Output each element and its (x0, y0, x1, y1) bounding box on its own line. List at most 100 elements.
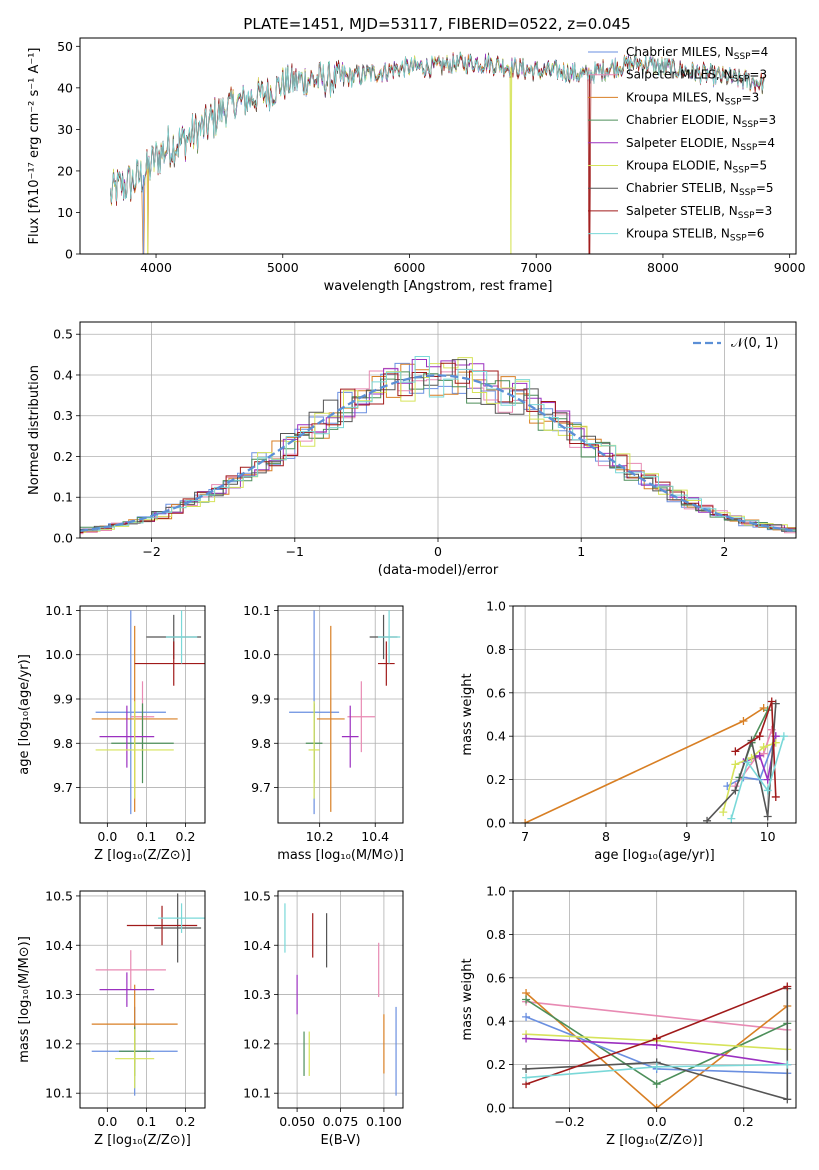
weight_vs_age-xtick-label: 10 (760, 829, 776, 844)
legend-label-sub: SSP (742, 120, 759, 130)
weight-marker (522, 1073, 531, 1082)
residuals-xtick-label: 0 (434, 544, 442, 559)
weight-marker (731, 747, 740, 756)
weight_vs_Z-xtick-label: 0.0 (647, 1114, 667, 1129)
age_vs_Z-ytick-label: 9.7 (53, 780, 73, 795)
age_vs_Z-xtick-label: 0.2 (176, 829, 196, 844)
mass_vs_Z-ytick-label: 10.4 (45, 938, 73, 953)
weight-marker (743, 758, 752, 767)
weight-marker (703, 816, 712, 823)
weight_vs_age-ytick-label: 1.0 (486, 599, 506, 614)
age_vs_Z-xtick-label: 0.1 (136, 829, 156, 844)
weight-marker (652, 1062, 661, 1071)
weight-marker (652, 1104, 661, 1108)
age_vs_mass-xtick-label: 10.2 (306, 829, 334, 844)
spectrum-ytick-label: 20 (57, 163, 73, 178)
age_vs_Z-ytick-label: 9.9 (53, 692, 73, 707)
legend-label-tail: =3 (749, 68, 767, 82)
weight-marker (759, 703, 768, 712)
mass_vs_Z-ytick-label: 10.2 (45, 1036, 73, 1051)
weight-marker (522, 1034, 531, 1043)
residuals-xtick-label: −2 (142, 544, 160, 559)
gaussian-curve (80, 374, 796, 533)
legend-label-tail: =5 (749, 159, 767, 173)
mass_vs_Z-ylabel: mass [log₁₀(M/M⊙)] (17, 936, 32, 1063)
histogram-line (80, 359, 796, 534)
weight-marker (747, 753, 756, 762)
legend-label: Kroupa MILES, NSSP=3 (626, 90, 759, 107)
weight_vs_age-ytick-label: 0.6 (486, 685, 506, 700)
legend-label-tail: =3 (755, 204, 773, 218)
weight-marker (522, 1064, 531, 1073)
weight_vs_age-ylabel: mass weight (460, 673, 475, 755)
age_vs_mass-plot-area (289, 610, 401, 815)
spectrum-xtick-label: 9000 (774, 260, 806, 275)
legend-label-tail: =3 (758, 113, 776, 127)
mass_vs_ebv-ytick-label: 10.2 (243, 1036, 271, 1051)
mass_vs_ebv-ytick-label: 10.3 (243, 987, 271, 1002)
legend-label-tail: =4 (751, 45, 769, 59)
residuals-ylabel: Normed distribution (27, 365, 42, 495)
weight_vs_Z-frame (512, 890, 797, 1109)
weight-marker (731, 760, 740, 769)
residuals-plot-area (80, 356, 796, 535)
weight-marker (783, 1095, 792, 1104)
weight_vs_age-xlabel: age [log₁₀(age/yr)] (594, 848, 715, 863)
weight-line (526, 988, 789, 1101)
mass_vs_ebv-plot-area (284, 903, 397, 1096)
weight_vs_age-plot-area (521, 697, 788, 823)
legend-label-sub: SSP (734, 52, 751, 62)
residuals-ytick-label: 0.0 (53, 531, 73, 546)
legend-label: Salpeter STELIB, NSSP=3 (626, 204, 772, 221)
weight-marker (771, 699, 780, 708)
spectrum-ytick-label: 30 (57, 122, 73, 137)
legend-label-sub: SSP (740, 143, 757, 153)
legend-label-text: Chabrier ELODIE, N (626, 113, 742, 127)
spectrum-ytick-label: 50 (57, 39, 73, 54)
legend-label-tail: =6 (747, 227, 765, 241)
weight-marker (719, 808, 728, 817)
weight-marker (731, 786, 740, 795)
mass_vs_Z-frame (79, 890, 206, 1109)
weight_vs_age-xtick-label: 9 (683, 829, 691, 844)
mass_vs_Z-plot-area (91, 893, 205, 1096)
weight-marker (763, 786, 772, 795)
weight_vs_Z-plot-area (522, 982, 792, 1108)
weight_vs_Z-ytick-label: 0.2 (486, 1057, 506, 1072)
age_vs_mass-ytick-label: 9.8 (251, 736, 271, 751)
legend-label-text: Kroupa ELODIE, N (626, 159, 733, 173)
figure-title: PLATE=1451, MJD=53117, FIBERID=0522, z=0… (243, 15, 630, 33)
spectrum-frame (79, 37, 797, 255)
weight-marker (521, 819, 530, 823)
residuals-ytick-label: 0.2 (53, 449, 73, 464)
weight-marker (783, 1060, 792, 1069)
weight_vs_age-ytick-label: 0.8 (486, 642, 506, 657)
residuals-xtick-label: 2 (720, 544, 728, 559)
weight-marker (779, 732, 788, 741)
spectrum-ytick-label: 0 (65, 247, 73, 262)
legend-label-sub: SSP (739, 188, 756, 198)
weight-marker (739, 717, 748, 726)
mass_vs_Z-xtick-label: 0.0 (97, 1114, 117, 1129)
legend-label-tail: =5 (756, 181, 774, 195)
weight_vs_Z-ytick-label: 0.8 (486, 927, 506, 942)
spectrum-line (110, 51, 765, 203)
age_vs_mass-frame (277, 605, 404, 824)
weight-marker (771, 792, 780, 801)
legend-label: Kroupa ELODIE, NSSP=5 (626, 159, 767, 176)
legend-label: Salpeter MILES, NSSP=3 (626, 68, 767, 85)
legend-label: Chabrier STELIB, NSSP=5 (626, 181, 774, 198)
legend-label-sub: SSP (733, 166, 750, 176)
spectrum-xlabel: wavelength [Angstrom, rest frame] (324, 279, 553, 294)
weight-marker (783, 982, 792, 991)
mass_vs_Z-ytick-label: 10.5 (45, 888, 73, 903)
age_vs_Z-ytick-label: 10.1 (45, 603, 73, 618)
weight-marker (767, 697, 776, 706)
weight_vs_Z-ylabel: mass weight (460, 958, 475, 1040)
weight-marker (755, 751, 764, 760)
residuals-ytick-label: 0.4 (53, 367, 73, 382)
weight_vs_Z-ytick-label: 1.0 (486, 884, 506, 899)
legend-label-tail: =3 (742, 90, 760, 104)
mass_vs_Z-ytick-label: 10.1 (45, 1086, 73, 1101)
legend-label-sub: SSP (733, 75, 750, 85)
